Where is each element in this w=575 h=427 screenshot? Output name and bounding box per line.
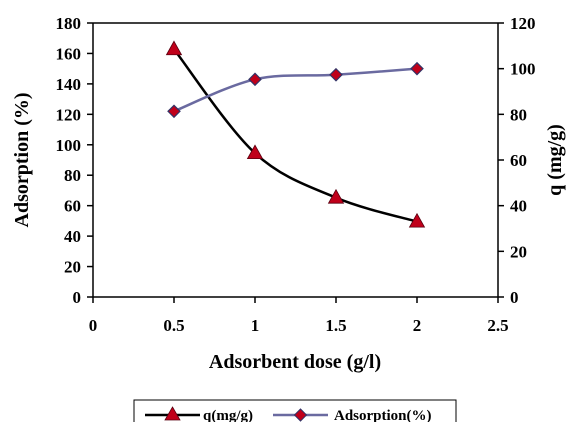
x-tick-label: 0 [89, 316, 98, 335]
data-point-adsorption [248, 72, 262, 87]
data-point-q [165, 40, 183, 56]
series-layer [165, 40, 426, 228]
y-right-ticks: 0 20 40 60 80 100 120 [498, 14, 536, 307]
x-tick-label: 0.5 [163, 316, 184, 335]
y2-tick-label: 20 [510, 242, 527, 261]
x-tick-label: 2 [413, 316, 422, 335]
y-tick-label: 160 [56, 44, 82, 63]
x-tick-label: 2.5 [487, 316, 508, 335]
y-tick-label: 100 [56, 136, 82, 155]
y2-tick-label: 40 [510, 197, 527, 216]
y-tick-label: 0 [73, 288, 82, 307]
legend-marker-adsorption [293, 408, 308, 422]
x-axis-title: Adsorbent dose (g/l) [209, 351, 381, 373]
y2-tick-label: 0 [510, 288, 519, 307]
y2-tick-label: 60 [510, 151, 527, 170]
y2-axis-title: q (mg/g) [544, 124, 566, 196]
data-point-q [327, 188, 345, 204]
data-point-adsorption [410, 61, 424, 76]
x-tick-label: 1 [251, 316, 260, 335]
y2-tick-label: 120 [510, 14, 536, 33]
legend-label-adsorption: Adsorption(%) [334, 408, 432, 422]
y-tick-label: 80 [64, 166, 81, 185]
y-tick-label: 60 [64, 197, 81, 216]
legend-marker-q [164, 406, 181, 421]
data-point-q [408, 212, 426, 228]
legend-label-q: q(mg/g) [203, 408, 253, 422]
y2-tick-label: 100 [510, 60, 536, 79]
data-point-q [246, 144, 264, 160]
y2-tick-label: 80 [510, 105, 527, 124]
y-tick-label: 180 [56, 14, 82, 33]
series-line-adsorption [173, 67, 418, 113]
x-tick-label: 1.5 [325, 316, 346, 335]
data-point-adsorption [167, 104, 181, 119]
y-tick-label: 20 [64, 258, 81, 277]
y-left-ticks: 0 20 40 60 80 100 120 140 160 180 [56, 14, 93, 307]
data-point-adsorption [329, 67, 343, 82]
series-line-q [173, 48, 418, 223]
y-axis-title: Adsorption (%) [11, 92, 33, 227]
y-tick-label: 140 [56, 75, 82, 94]
legend: q(mg/g) Adsorption(%) [133, 399, 457, 427]
x-ticks: 0 0.5 1 1.5 2 2.5 [89, 297, 509, 335]
y-tick-label: 40 [64, 227, 81, 246]
y-tick-label: 120 [56, 105, 82, 124]
